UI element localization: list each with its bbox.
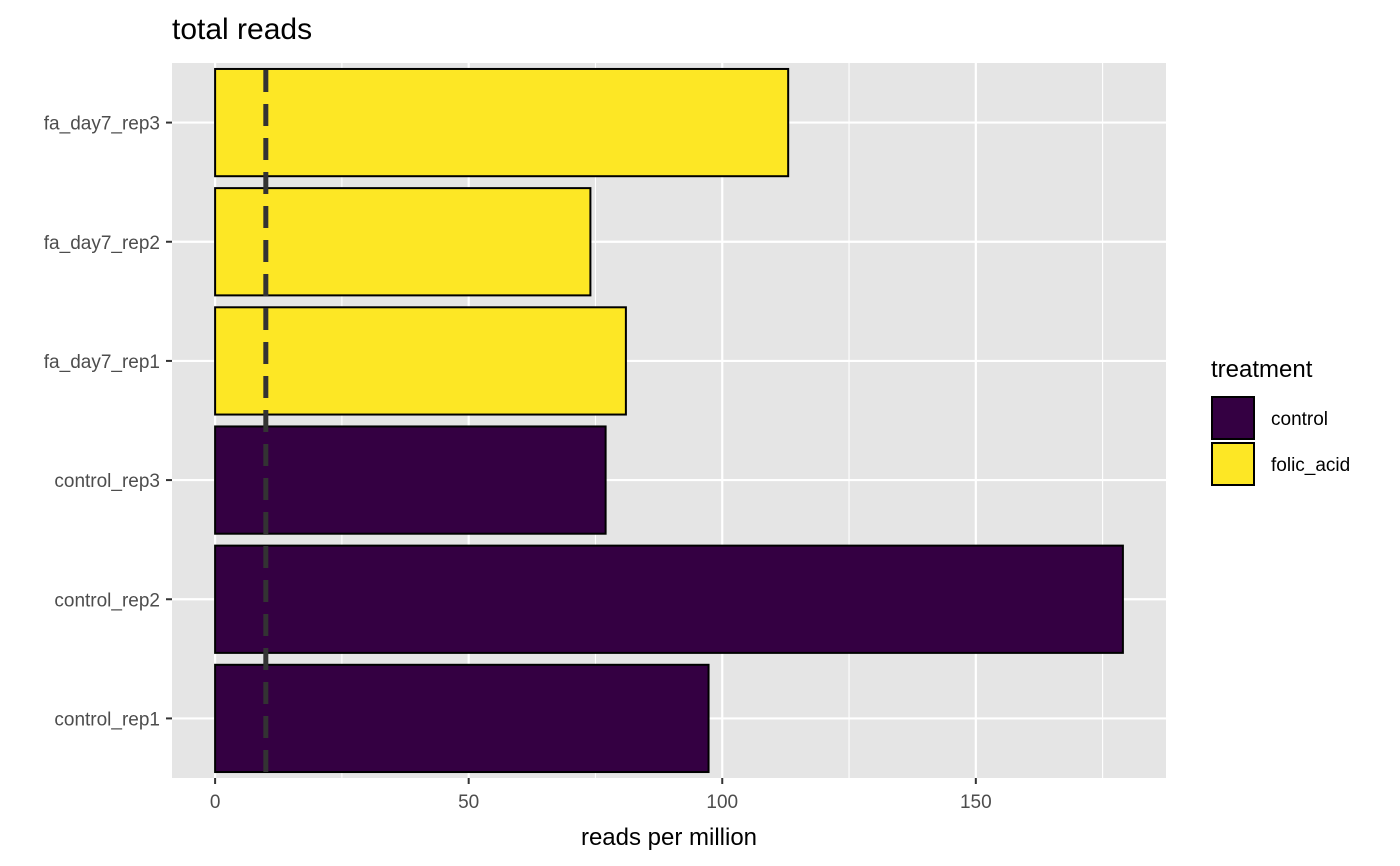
x-tick-label: 0 [210,792,221,813]
chart-title: total reads [172,13,312,46]
y-tick-label: control_rep2 [54,590,160,611]
y-axis: control_rep1 control_rep2 control_rep3 fa_d… [44,114,172,730]
legend: treatment control folic_acid [1211,356,1350,486]
x-axis-title: reads per million [581,824,757,851]
bar-fa_day7_rep2 [214,187,592,297]
bar-control_rep1 [214,663,710,774]
plot-panel [172,63,1166,778]
legend-label-control: control [1271,409,1328,430]
x-tick-label: 150 [960,792,992,813]
bars [214,67,1124,774]
y-tick-label: control_rep1 [54,709,160,730]
y-tick-label: fa_day7_rep2 [44,233,160,254]
bar-fa_day7_rep3 [214,67,790,178]
bar-control_rep2 [214,544,1124,654]
legend-key-folic_acid [1211,442,1255,486]
legend-key-control [1211,396,1255,440]
bar-control_rep3 [214,425,607,535]
y-tick-label: fa_day7_rep1 [44,352,160,373]
x-tick-label: 100 [706,792,738,813]
legend-label-folic_acid: folic_acid [1271,455,1350,476]
x-axis: 0 50 100 150 [210,778,992,813]
y-tick-label: control_rep3 [54,471,160,492]
y-tick-label: fa_day7_rep3 [44,114,160,135]
x-tick-label: 50 [458,792,479,813]
bar-fa_day7_rep1 [214,306,627,416]
legend-title: treatment [1211,356,1313,383]
minor-gridlines [341,63,1104,778]
